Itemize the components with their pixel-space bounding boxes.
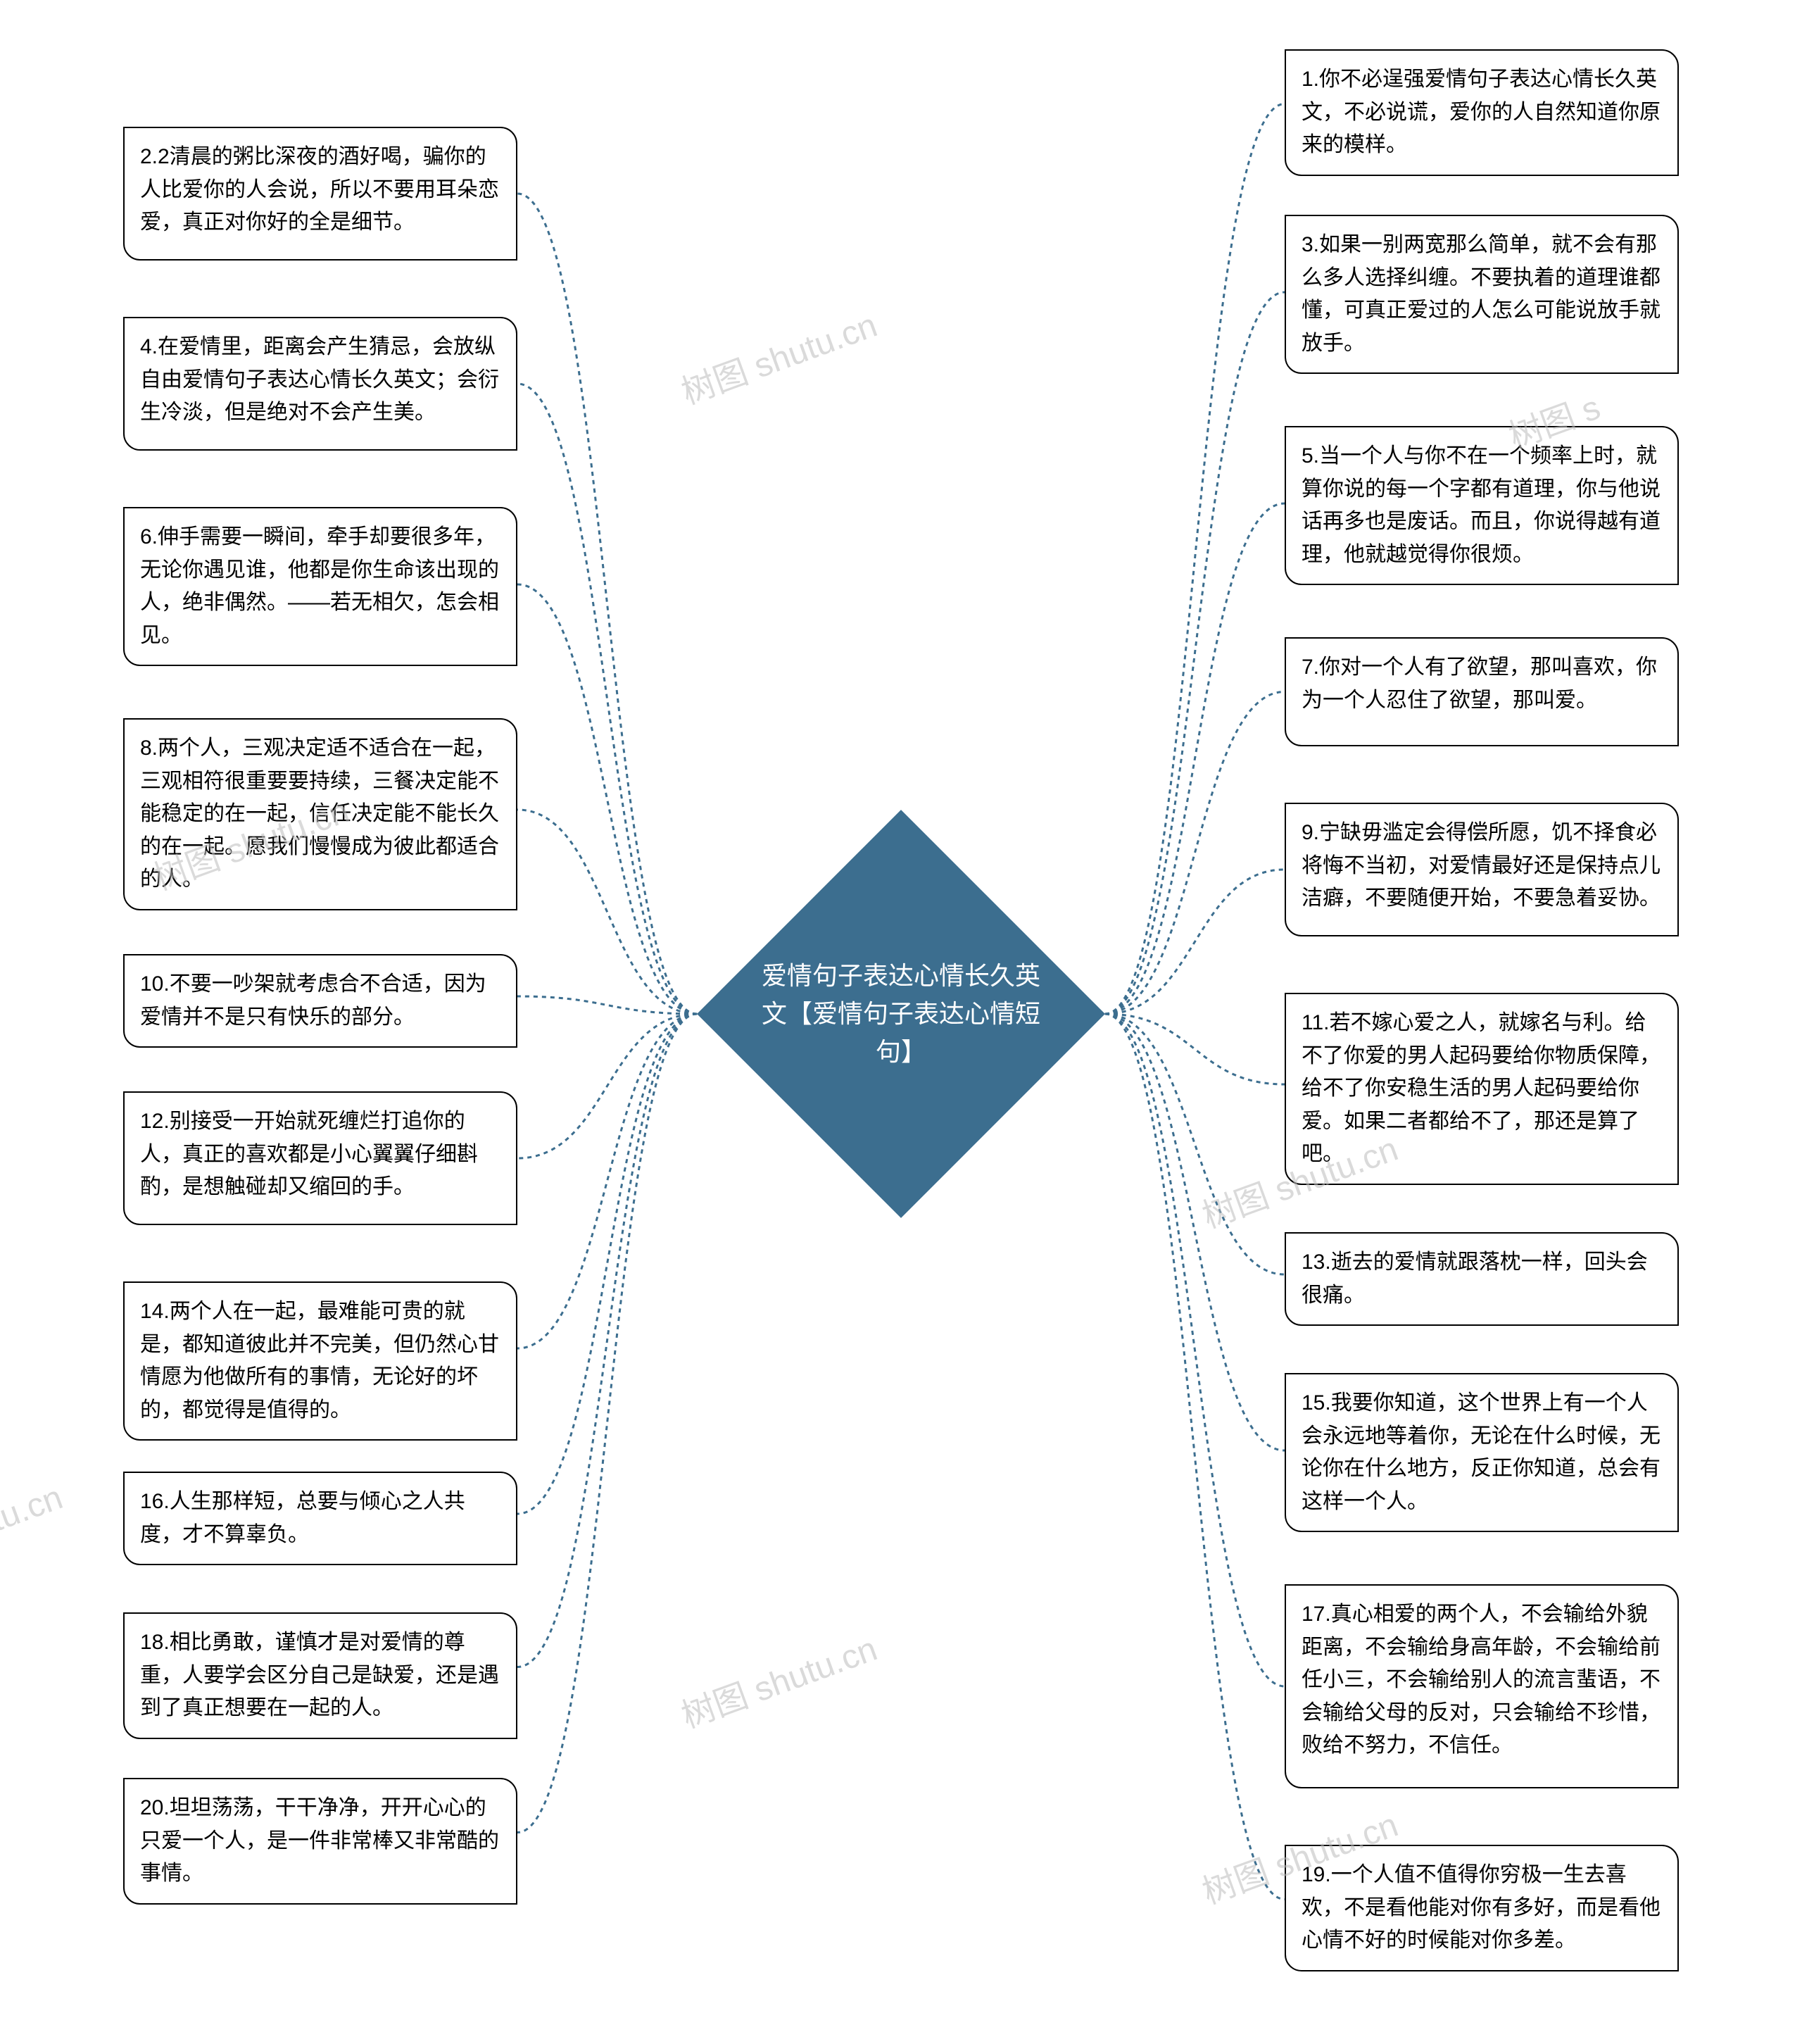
center-title: 爱情句子表达心情长久英文【爱情句子表达心情短句】	[757, 957, 1045, 1071]
right-node-11: 11.若不嫁心爱之人，就嫁名与利。给不了你爱的男人起码要给你物质保障，给不了你安…	[1285, 993, 1679, 1185]
node-text: 13.逝去的爱情就跟落枕一样，回头会很痛。	[1302, 1250, 1648, 1307]
node-text: 3.如果一别两宽那么简单，就不会有那么多人选择纠缠。不要执着的道理谁都懂，可真正…	[1302, 233, 1661, 355]
node-text: 16.人生那样短，总要与倾心之人共度，才不算辜负。	[140, 1490, 465, 1546]
node-text: 7.你对一个人有了欲望，那叫喜欢，你为一个人忍住了欲望，那叫爱。	[1302, 656, 1657, 712]
right-node-3: 3.如果一别两宽那么简单，就不会有那么多人选择纠缠。不要执着的道理谁都懂，可真正…	[1285, 215, 1679, 374]
left-node-8: 8.两个人，三观决定适不适合在一起，三观相符很重要要持续，三餐决定能不能稳定的在…	[123, 718, 517, 910]
left-node-10: 10.不要一吵架就考虑合不合适，因为爱情并不是只有快乐的部分。	[123, 954, 517, 1048]
node-text: 17.真心相爱的两个人，不会输给外貌距离，不会输给身高年龄，不会输给前任小三，不…	[1302, 1603, 1661, 1757]
node-text: 15.我要你知道，这个世界上有一个人会永远地等着你，无论在什么时候，无论你在什么…	[1302, 1391, 1661, 1513]
left-node-6: 6.伸手需要一瞬间，牵手却要很多年，无论你遇见谁，他都是你生命该出现的人，绝非偶…	[123, 507, 517, 666]
node-text: 6.伸手需要一瞬间，牵手却要很多年，无论你遇见谁，他都是你生命该出现的人，绝非偶…	[140, 525, 499, 647]
right-node-9: 9.宁缺毋滥定会得偿所愿，饥不择食必将悔不当初，对爱情最好还是保持点儿洁癖，不要…	[1285, 803, 1679, 936]
right-node-13: 13.逝去的爱情就跟落枕一样，回头会很痛。	[1285, 1232, 1679, 1326]
left-node-18: 18.相比勇敢，谨慎才是对爱情的尊重，人要学会区分自己是缺爱，还是遇到了真正想要…	[123, 1612, 517, 1739]
node-text: 14.两个人在一起，最难能可贵的就是，都知道彼此并不完美，但仍然心甘情愿为他做所…	[140, 1300, 499, 1422]
node-text: 20.坦坦荡荡，干干净净，开开心心的只爱一个人，是一件非常棒又非常酷的事情。	[140, 1796, 499, 1885]
node-text: 9.宁缺毋滥定会得偿所愿，饥不择食必将悔不当初，对爱情最好还是保持点儿洁癖，不要…	[1302, 821, 1661, 910]
watermark: 树图 shutu.cn	[674, 297, 883, 413]
node-text: 12.别接受一开始就死缠烂打追你的人，真正的喜欢都是小心翼翼仔细斟酌，是想触碰却…	[140, 1110, 478, 1198]
node-text: 11.若不嫁心爱之人，就嫁名与利。给不了你爱的男人起码要给你物质保障，给不了你安…	[1302, 1011, 1661, 1165]
watermark: utu.cn	[0, 1478, 68, 1545]
right-node-15: 15.我要你知道，这个世界上有一个人会永远地等着你，无论在什么时候，无论你在什么…	[1285, 1373, 1679, 1532]
left-node-20: 20.坦坦荡荡，干干净净，开开心心的只爱一个人，是一件非常棒又非常酷的事情。	[123, 1778, 517, 1905]
node-text: 8.两个人，三观决定适不适合在一起，三观相符很重要要持续，三餐决定能不能稳定的在…	[140, 736, 499, 891]
left-node-12: 12.别接受一开始就死缠烂打追你的人，真正的喜欢都是小心翼翼仔细斟酌，是想触碰却…	[123, 1091, 517, 1225]
watermark: 树图 shutu.cn	[674, 1621, 883, 1737]
node-text: 4.在爱情里，距离会产生猜忌，会放纵自由爱情句子表达心情长久英文；会衍生冷淡，但…	[140, 335, 499, 424]
left-node-14: 14.两个人在一起，最难能可贵的就是，都知道彼此并不完美，但仍然心甘情愿为他做所…	[123, 1281, 517, 1441]
right-node-17: 17.真心相爱的两个人，不会输给外貌距离，不会输给身高年龄，不会输给前任小三，不…	[1285, 1584, 1679, 1788]
left-node-2: 2.2清晨的粥比深夜的酒好喝，骗你的人比爱你的人会说，所以不要用耳朵恋爱，真正对…	[123, 127, 517, 261]
right-node-1: 1.你不必逞强爱情句子表达心情长久英文，不必说谎，爱你的人自然知道你原来的模样。	[1285, 49, 1679, 176]
right-node-19: 19.一个人值不值得你穷极一生去喜欢，不是看他能对你有多好，而是看他心情不好的时…	[1285, 1845, 1679, 1971]
center-diamond: 爱情句子表达心情长久英文【爱情句子表达心情短句】	[697, 810, 1105, 1218]
node-text: 5.当一个人与你不在一个频率上时，就算你说的每一个字都有道理，你与他说话再多也是…	[1302, 444, 1661, 566]
left-node-16: 16.人生那样短，总要与倾心之人共度，才不算辜负。	[123, 1472, 517, 1565]
node-text: 10.不要一吵架就考虑合不合适，因为爱情并不是只有快乐的部分。	[140, 972, 486, 1029]
node-text: 19.一个人值不值得你穷极一生去喜欢，不是看他能对你有多好，而是看他心情不好的时…	[1302, 1863, 1661, 1952]
center-node-wrap: 爱情句子表达心情长久英文【爱情句子表达心情短句】	[757, 870, 1045, 1158]
left-node-4: 4.在爱情里，距离会产生猜忌，会放纵自由爱情句子表达心情长久英文；会衍生冷淡，但…	[123, 317, 517, 451]
node-text: 1.你不必逞强爱情句子表达心情长久英文，不必说谎，爱你的人自然知道你原来的模样。	[1302, 68, 1661, 156]
right-node-7: 7.你对一个人有了欲望，那叫喜欢，你为一个人忍住了欲望，那叫爱。	[1285, 637, 1679, 746]
mindmap-canvas: 爱情句子表达心情长久英文【爱情句子表达心情短句】 2.2清晨的粥比深夜的酒好喝，…	[0, 0, 1802, 2044]
node-text: 18.相比勇敢，谨慎才是对爱情的尊重，人要学会区分自己是缺爱，还是遇到了真正想要…	[140, 1631, 499, 1719]
node-text: 2.2清晨的粥比深夜的酒好喝，骗你的人比爱你的人会说，所以不要用耳朵恋爱，真正对…	[140, 145, 499, 234]
right-node-5: 5.当一个人与你不在一个频率上时，就算你说的每一个字都有道理，你与他说话再多也是…	[1285, 426, 1679, 585]
